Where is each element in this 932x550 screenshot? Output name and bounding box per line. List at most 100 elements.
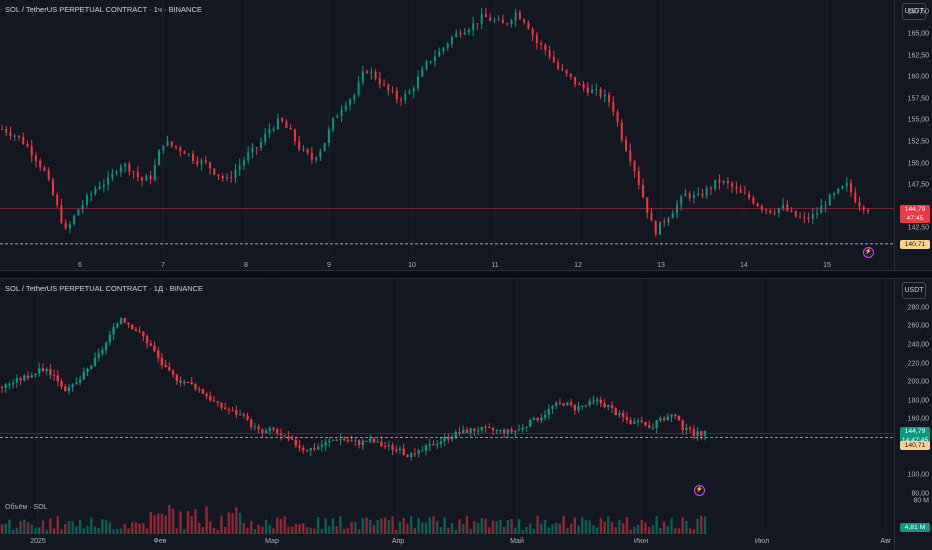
candle-body bbox=[582, 84, 585, 88]
volume-bar bbox=[183, 529, 186, 534]
candle-body bbox=[374, 71, 377, 79]
volume-bar bbox=[395, 529, 398, 534]
volume-bar bbox=[4, 523, 7, 534]
candle-body bbox=[313, 447, 316, 450]
hourly-chart-plot[interactable] bbox=[0, 0, 894, 253]
volume-bar bbox=[499, 519, 502, 534]
candle-body bbox=[49, 369, 52, 376]
candle-body bbox=[221, 175, 224, 179]
candle-body bbox=[294, 439, 298, 446]
candle-body bbox=[462, 429, 465, 434]
candle-body bbox=[268, 129, 271, 134]
hourly-countdown: 47:45 bbox=[906, 214, 924, 222]
candle-body bbox=[298, 141, 301, 150]
pane-divider[interactable] bbox=[0, 270, 932, 279]
candle-body bbox=[595, 89, 598, 91]
candle-body bbox=[298, 445, 301, 448]
candle-body bbox=[250, 419, 253, 427]
candle-body bbox=[157, 350, 160, 358]
volume-bar bbox=[64, 523, 67, 534]
candle-body bbox=[629, 150, 632, 162]
volume-bar bbox=[406, 523, 409, 534]
volume-bar bbox=[636, 524, 640, 534]
candle-body bbox=[722, 180, 725, 183]
candle-body bbox=[588, 401, 591, 406]
candle-body bbox=[463, 32, 466, 35]
candle-body bbox=[412, 88, 415, 92]
volume-bar bbox=[223, 526, 227, 534]
candle-body bbox=[238, 414, 242, 416]
daily-candles-svg[interactable] bbox=[0, 279, 894, 534]
candle-body bbox=[158, 150, 161, 166]
volume-bar bbox=[227, 512, 231, 534]
candle-body bbox=[489, 17, 492, 21]
candle-body bbox=[315, 157, 318, 160]
candle-body bbox=[26, 375, 30, 378]
volume-bar bbox=[681, 517, 684, 534]
candle-body bbox=[620, 122, 623, 140]
hourly-candles-svg[interactable] bbox=[0, 0, 894, 253]
volume-bar bbox=[179, 511, 182, 534]
hourly-currency-button[interactable]: USDT bbox=[902, 3, 926, 20]
candle-body bbox=[521, 427, 524, 430]
candle-body bbox=[51, 179, 54, 195]
time-tick-label: 10 bbox=[408, 262, 416, 269]
volume-bar bbox=[558, 523, 562, 534]
daily-currency-button[interactable]: USDT bbox=[902, 282, 926, 299]
daily-chart-plot[interactable] bbox=[0, 279, 894, 534]
candle-body bbox=[573, 405, 577, 411]
candle-body bbox=[540, 43, 543, 45]
candle-body bbox=[854, 192, 857, 203]
candle-body bbox=[467, 29, 470, 33]
volume-bar bbox=[302, 523, 305, 534]
hourly-chart-pane[interactable]: SOL / TetherUS PERPETUAL CONTRACT · 1ч ·… bbox=[0, 0, 932, 270]
candle-body bbox=[60, 381, 63, 387]
volume-bar bbox=[97, 527, 100, 534]
candle-body bbox=[209, 396, 212, 401]
candle-body bbox=[811, 214, 814, 219]
candle-body bbox=[112, 327, 115, 335]
candle-body bbox=[187, 153, 190, 155]
volume-bar bbox=[666, 525, 670, 534]
volume-bar bbox=[696, 518, 699, 534]
candle-body bbox=[196, 161, 199, 165]
lightning-icon[interactable]: ⚡ bbox=[863, 247, 874, 258]
candle-body bbox=[443, 437, 446, 442]
volume-bar bbox=[231, 513, 234, 534]
candle-body bbox=[305, 450, 309, 452]
volume-label: Объём · SOL bbox=[5, 504, 48, 511]
volume-bar bbox=[8, 519, 11, 534]
candle-body bbox=[540, 417, 543, 421]
candle-body bbox=[743, 192, 746, 194]
volume-bar bbox=[15, 527, 19, 534]
candle-body bbox=[565, 69, 568, 74]
volume-bar bbox=[134, 522, 138, 534]
volume-bar bbox=[569, 523, 573, 534]
candle-body bbox=[692, 194, 695, 199]
candle-body bbox=[357, 82, 360, 95]
volume-bar bbox=[640, 519, 643, 534]
candle-body bbox=[514, 430, 517, 433]
candle-body bbox=[731, 183, 734, 188]
candle-body bbox=[261, 429, 264, 434]
daily-chart-pane[interactable]: SOL / TetherUS PERPETUAL CONTRACT · 1Д ·… bbox=[0, 279, 932, 550]
candle-body bbox=[332, 118, 335, 130]
candle-body bbox=[506, 23, 509, 25]
candle-body bbox=[666, 416, 670, 421]
candle-body bbox=[409, 453, 413, 458]
volume-bar bbox=[473, 521, 476, 534]
volume-bar bbox=[577, 525, 580, 534]
hourly-price-axis[interactable]: USDT 167,50 165,00 162,50 160,00 157,50 155,0… bbox=[894, 0, 932, 270]
candle-body bbox=[680, 196, 683, 205]
candle-body bbox=[168, 367, 171, 371]
lightning-icon[interactable]: ⚡ bbox=[694, 485, 705, 496]
candle-body bbox=[339, 438, 342, 441]
candle-body bbox=[19, 378, 22, 381]
volume-bar bbox=[250, 520, 253, 534]
volume-bar bbox=[573, 517, 577, 534]
volume-bar bbox=[365, 517, 368, 534]
daily-price-axis[interactable]: USDT 280,00 260,00 240,00 220,00 200,00 180,0… bbox=[894, 279, 932, 550]
candle-body bbox=[52, 375, 56, 377]
candle-body bbox=[756, 203, 759, 206]
candle-body bbox=[561, 68, 564, 70]
